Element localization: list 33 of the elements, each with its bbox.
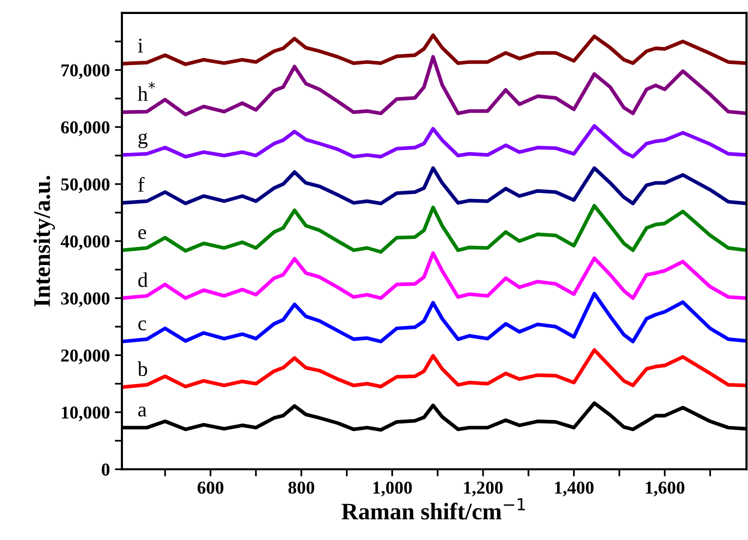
y-tick-label: 60,000 bbox=[61, 121, 110, 136]
line-series bbox=[122, 166, 747, 206]
series-label: i bbox=[138, 38, 143, 52]
series-label: e bbox=[138, 229, 146, 240]
series-label: c bbox=[138, 320, 146, 330]
y-tick-label: 20,000 bbox=[61, 349, 110, 364]
x-tick-label: 1,200 bbox=[464, 482, 503, 496]
series-label: f bbox=[138, 176, 144, 192]
y-tick-label: 10,000 bbox=[62, 406, 110, 422]
line-series bbox=[122, 251, 747, 300]
line-series bbox=[122, 33, 747, 66]
y-tick-label: 40,000 bbox=[60, 235, 110, 250]
line-series bbox=[122, 292, 747, 344]
x-tick-label: 1,600 bbox=[646, 482, 684, 496]
x-tick-label: 1,400 bbox=[555, 482, 594, 496]
series-label: d bbox=[138, 272, 148, 288]
y-axis-title: Intensity/a.u. bbox=[33, 176, 55, 307]
series-label: b bbox=[138, 361, 148, 376]
line-series bbox=[122, 55, 747, 116]
y-tick-label: 50,000 bbox=[61, 178, 110, 194]
line-series bbox=[122, 348, 747, 389]
y-tick-label: 70,000 bbox=[62, 64, 110, 80]
x-tick-label: 1,000 bbox=[373, 482, 412, 496]
series-label: h$^{*}$ bbox=[138, 82, 156, 101]
y-tick-label: 30,000 bbox=[61, 292, 110, 308]
line-series bbox=[122, 124, 747, 158]
y-tick-label: 0 bbox=[102, 464, 110, 476]
x-axis-title: Raman shift/cm$^{−1}$ bbox=[342, 498, 525, 520]
line-series bbox=[122, 204, 747, 254]
x-tick-label: 800 bbox=[288, 482, 314, 494]
series-label: g bbox=[138, 132, 148, 148]
x-tick-label: 600 bbox=[198, 482, 224, 494]
series-label: a bbox=[138, 406, 146, 417]
